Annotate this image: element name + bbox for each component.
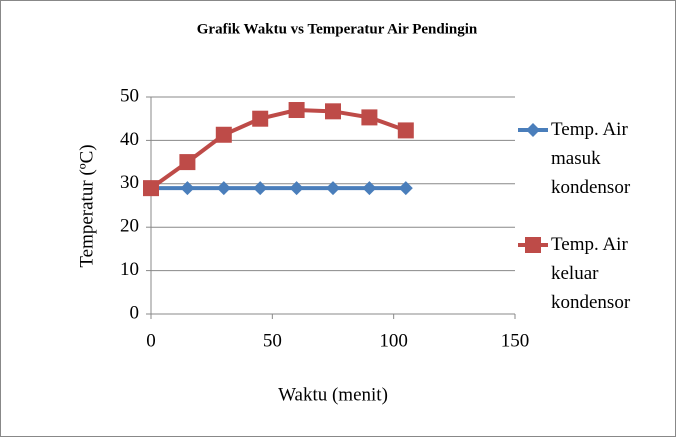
data-point bbox=[216, 181, 231, 196]
x-tick-label: 150 bbox=[501, 330, 530, 351]
data-point bbox=[361, 109, 378, 126]
chart-title: Grafik Waktu vs Temperatur Air Pendingin bbox=[197, 21, 478, 37]
y-tick-label: 0 bbox=[130, 302, 140, 323]
y-tick-label: 50 bbox=[120, 85, 139, 106]
data-point bbox=[143, 180, 159, 197]
y-tick-label: 10 bbox=[120, 259, 139, 280]
data-point bbox=[398, 181, 413, 196]
x-tick-label: 0 bbox=[146, 330, 156, 351]
y-axis-label: Temperatur (ºC) bbox=[76, 144, 97, 267]
data-point bbox=[397, 122, 414, 139]
legend-label: Temp. Air masuk kondensor bbox=[551, 119, 631, 198]
data-point bbox=[289, 181, 304, 196]
data-point bbox=[252, 110, 269, 127]
data-point bbox=[362, 181, 377, 196]
x-tick-label: 100 bbox=[379, 330, 408, 351]
x-tick-label: 50 bbox=[263, 330, 282, 351]
data-point bbox=[253, 181, 268, 196]
data-point bbox=[179, 154, 196, 171]
data-point bbox=[326, 181, 340, 196]
data-point bbox=[215, 126, 232, 143]
y-tick-label: 40 bbox=[120, 129, 139, 150]
x-axis-label: Waktu (menit) bbox=[278, 384, 388, 405]
data-point bbox=[325, 103, 341, 120]
legend-marker bbox=[525, 237, 541, 253]
data-point bbox=[180, 181, 195, 196]
y-tick-label: 30 bbox=[120, 172, 139, 193]
legend-label: Temp. Air keluar kondensor bbox=[551, 234, 631, 313]
data-point bbox=[288, 102, 305, 119]
y-tick-label: 20 bbox=[120, 216, 139, 237]
legend-marker bbox=[526, 123, 540, 137]
